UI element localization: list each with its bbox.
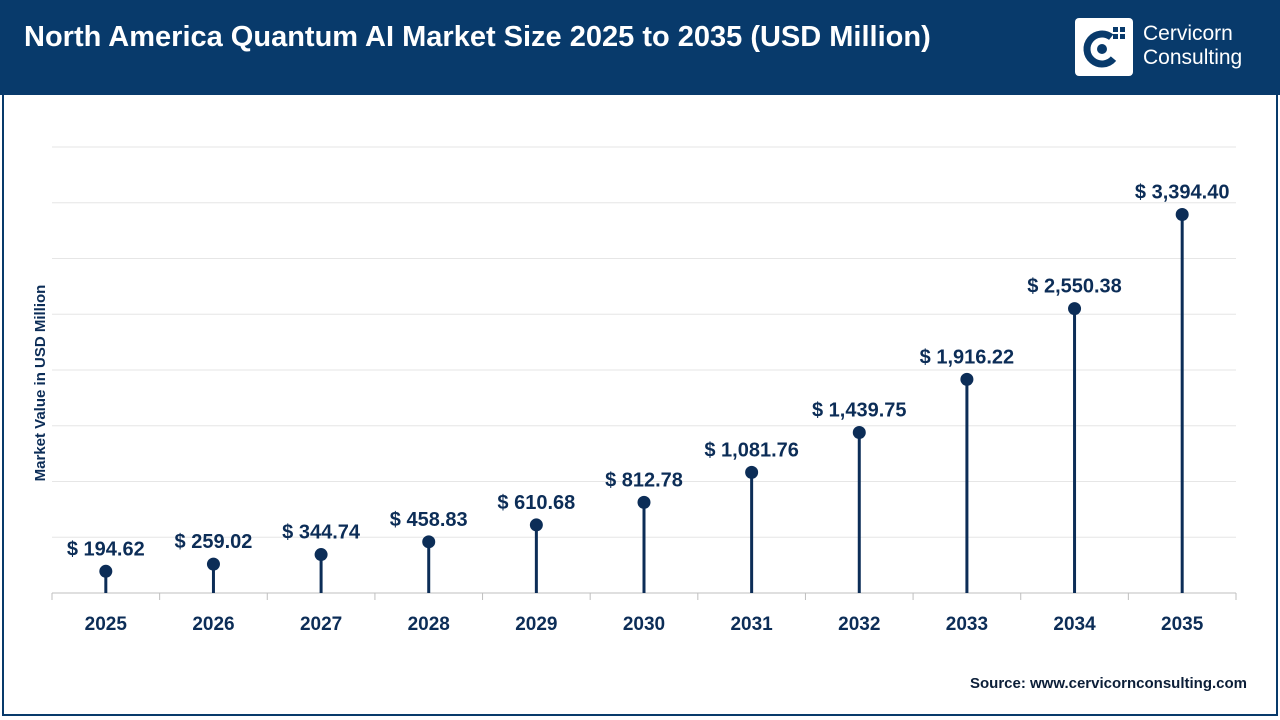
cervicorn-logo[interactable]: Cervicorn Consulting (1075, 18, 1260, 78)
x-tick-label: 2032 (838, 614, 880, 635)
data-point (206, 557, 220, 571)
data-label: $ 812.78 (605, 469, 683, 491)
data-point (960, 372, 974, 386)
logo-mark-icon (1075, 18, 1133, 76)
data-label: $ 3,394.40 (1135, 182, 1230, 204)
data-label: $ 610.68 (497, 492, 575, 514)
x-tick-label: 2026 (192, 614, 234, 635)
data-point (1068, 302, 1082, 316)
data-point (314, 548, 328, 562)
data-point (852, 425, 866, 439)
chart-title: North America Quantum AI Market Size 202… (24, 21, 931, 53)
x-tick-label: 2034 (1053, 614, 1096, 635)
data-label: $ 259.02 (175, 531, 253, 553)
y-axis-label: Market Value in USD Million (32, 285, 49, 482)
data-point (745, 465, 759, 479)
x-tick-label: 2029 (515, 614, 557, 635)
logo-line-2: Consulting (1143, 46, 1243, 69)
header-bar: North America Quantum AI Market Size 202… (0, 0, 1280, 95)
logo-line-1: Cervicorn (1143, 22, 1233, 45)
data-label: $ 194.62 (67, 538, 145, 560)
x-tick-label: 2027 (300, 614, 342, 635)
source-note[interactable]: Source: www.cervicornconsulting.com (969, 675, 1247, 692)
x-tick-label: 2028 (408, 614, 450, 635)
data-label: $ 2,550.38 (1027, 276, 1122, 298)
data-point (1175, 208, 1189, 222)
data-label: $ 458.83 (390, 509, 468, 531)
data-point (637, 495, 651, 509)
x-tick-label: 2033 (946, 614, 988, 635)
x-tick-label: 2030 (623, 614, 665, 635)
x-tick-label: 2031 (730, 614, 773, 635)
data-label: $ 1,916.22 (920, 346, 1015, 368)
data-label: $ 344.74 (282, 522, 361, 544)
x-tick-label: 2025 (85, 614, 128, 635)
data-point (529, 518, 543, 532)
data-label: $ 1,081.76 (704, 439, 799, 461)
logo-text: Cervicorn Consulting (1143, 22, 1242, 70)
chart-frame (2, 95, 1278, 716)
data-label: $ 1,439.75 (812, 399, 907, 421)
data-point (99, 564, 113, 578)
data-point (422, 535, 436, 549)
x-tick-label: 2035 (1161, 614, 1204, 635)
